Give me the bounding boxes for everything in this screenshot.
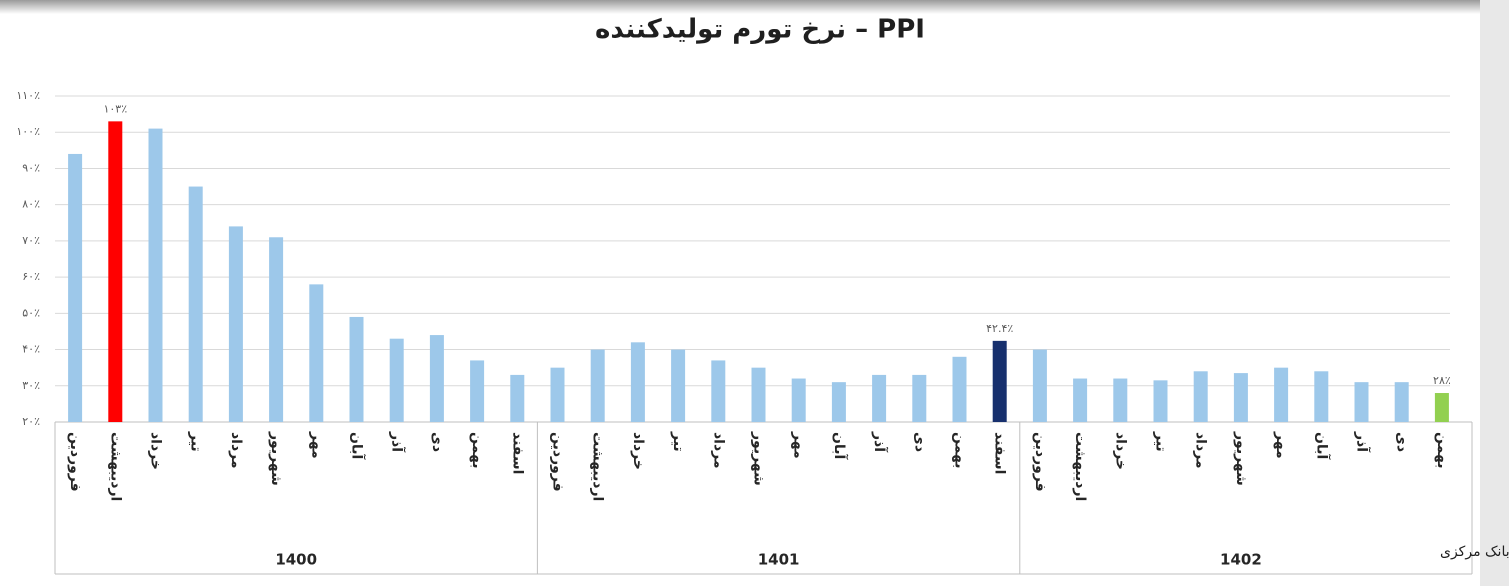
bar bbox=[188, 186, 203, 422]
bar bbox=[510, 374, 525, 422]
bar bbox=[630, 342, 645, 422]
x-tick-label: مرداد bbox=[710, 432, 726, 469]
bar bbox=[791, 378, 806, 422]
x-tick-label: اسفند bbox=[992, 432, 1008, 474]
bar bbox=[1032, 349, 1047, 422]
bar bbox=[1394, 382, 1409, 422]
bar bbox=[1434, 393, 1449, 422]
x-tick-label: خرداد bbox=[1112, 432, 1128, 470]
top-bar bbox=[0, 0, 1509, 14]
bar bbox=[952, 356, 967, 422]
x-tick-label: خرداد bbox=[148, 432, 164, 470]
bar bbox=[1314, 371, 1329, 422]
side-bar bbox=[1480, 0, 1509, 586]
bar bbox=[831, 382, 846, 422]
x-tick-label: تیر bbox=[670, 431, 686, 452]
y-tick-label: ۵۰٪ bbox=[22, 306, 40, 319]
x-tick-label: شهریور bbox=[268, 431, 284, 486]
x-tick-label: مهر bbox=[308, 431, 324, 459]
y-tick-label: ۸۰٪ bbox=[22, 198, 40, 211]
group-label: 1402 bbox=[1220, 551, 1262, 569]
bar bbox=[1073, 378, 1088, 422]
value-label: ۴۲.۴٪ bbox=[986, 322, 1013, 335]
x-tick-label: اردیبهشت bbox=[1072, 432, 1088, 501]
bar bbox=[389, 338, 404, 422]
y-tick-label: ۷۰٪ bbox=[22, 234, 40, 247]
x-tick-label: آذر bbox=[871, 431, 889, 453]
x-tick-label: بهمن bbox=[1434, 432, 1450, 468]
x-tick-label: اردیبهشت bbox=[107, 432, 123, 501]
chart-title: نرخ تورم تولیدکننده – PPI bbox=[595, 15, 925, 45]
bar bbox=[1233, 373, 1248, 422]
x-tick-label: فروردین bbox=[1032, 432, 1048, 492]
x-tick-label: بهمن bbox=[469, 432, 485, 468]
x-tick-label: آبان bbox=[349, 432, 367, 460]
bar bbox=[108, 121, 123, 422]
bar bbox=[269, 237, 284, 422]
x-tick-label: دی bbox=[429, 432, 445, 452]
bar bbox=[590, 349, 605, 422]
y-tick-label: ۳۰٪ bbox=[22, 379, 40, 392]
group-label: 1401 bbox=[758, 551, 800, 569]
x-tick-label: دی bbox=[1394, 432, 1410, 452]
x-tick-label: فروردین bbox=[67, 432, 83, 492]
x-tick-label: بهمن bbox=[952, 432, 968, 468]
value-label: ۱۰۳٪ bbox=[103, 102, 127, 115]
x-tick-label: دی bbox=[911, 432, 927, 452]
group-label: 1400 bbox=[275, 551, 317, 569]
bar bbox=[228, 226, 243, 422]
x-tick-label: آذر bbox=[389, 431, 407, 453]
bar bbox=[470, 360, 485, 422]
bar bbox=[1274, 367, 1289, 422]
bar bbox=[349, 316, 364, 422]
x-tick-label: آذر bbox=[1354, 431, 1372, 453]
value-label: ۲۸٪ bbox=[1433, 374, 1451, 387]
y-tick-label: ۴۰٪ bbox=[22, 343, 40, 356]
bar bbox=[148, 128, 163, 422]
y-tick-label: ۶۰٪ bbox=[22, 270, 40, 283]
bar bbox=[671, 349, 686, 422]
bar bbox=[309, 284, 324, 422]
bar bbox=[1193, 371, 1208, 422]
x-tick-label: اردیبهشت bbox=[590, 432, 606, 501]
bar bbox=[68, 153, 83, 422]
bar bbox=[1354, 382, 1369, 422]
x-tick-label: مرداد bbox=[1193, 432, 1209, 469]
x-tick-label: مهر bbox=[791, 431, 807, 459]
x-tick-label: مهر bbox=[1273, 431, 1289, 459]
x-tick-label: اسفند bbox=[509, 432, 525, 474]
bar bbox=[992, 340, 1007, 422]
x-tick-label: آبان bbox=[831, 432, 849, 460]
x-tick-label: خرداد bbox=[630, 432, 646, 470]
y-tick-label: ۱۰۰٪ bbox=[16, 125, 40, 138]
bar bbox=[711, 360, 726, 422]
bar bbox=[1153, 380, 1168, 422]
x-tick-label: مرداد bbox=[228, 432, 244, 469]
bar bbox=[751, 367, 766, 422]
bar bbox=[550, 367, 565, 422]
y-tick-label: ۱۱۰٪ bbox=[16, 89, 40, 102]
x-tick-label: تیر bbox=[188, 431, 204, 452]
y-tick-label: ۹۰٪ bbox=[22, 161, 40, 174]
source-note: منبع:بانک مرکزی bbox=[1440, 544, 1509, 560]
x-tick-label: آبان bbox=[1313, 432, 1331, 460]
bar bbox=[912, 374, 927, 422]
bar bbox=[1113, 378, 1128, 422]
bar bbox=[429, 335, 444, 422]
x-tick-label: تیر bbox=[1153, 431, 1169, 452]
x-tick-label: شهریور bbox=[751, 431, 767, 486]
x-tick-label: فروردین bbox=[550, 432, 566, 492]
source-box bbox=[1292, 538, 1452, 566]
bar bbox=[872, 374, 887, 422]
x-tick-label: شهریور bbox=[1233, 431, 1249, 486]
y-tick-label: ۲۰٪ bbox=[22, 415, 40, 428]
